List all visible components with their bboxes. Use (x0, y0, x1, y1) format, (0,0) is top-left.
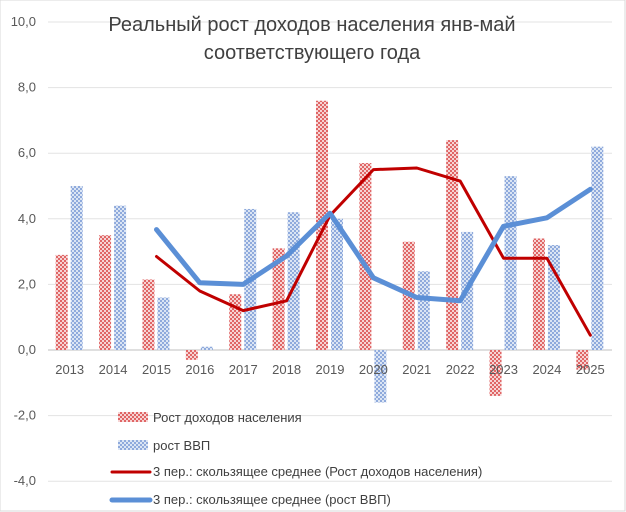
income-growth-bar (359, 163, 372, 350)
income-growth-bar (55, 254, 68, 350)
x-tick-label: 2016 (185, 362, 214, 377)
y-tick-label: 6,0 (18, 145, 36, 160)
gdp-growth-bar (374, 350, 387, 403)
legend-label: 3 пер.: скользящее среднее (Рост доходов… (153, 464, 482, 479)
gdp-growth-bar (70, 186, 83, 350)
gdp-growth-bar (417, 271, 430, 350)
x-tick-label: 2024 (532, 362, 561, 377)
x-tick-label: 2014 (99, 362, 128, 377)
y-tick-label: 8,0 (18, 80, 36, 95)
y-tick-label: 0,0 (18, 342, 36, 357)
gdp-growth-bar (157, 297, 170, 350)
y-tick-label: -4,0 (14, 473, 36, 488)
gdp-growth-bar (200, 346, 213, 350)
x-tick-label: 2020 (359, 362, 388, 377)
legend-swatch (118, 412, 148, 422)
x-tick-label: 2018 (272, 362, 301, 377)
x-tick-label: 2023 (489, 362, 518, 377)
income-growth-bar (532, 238, 545, 350)
gdp-growth-bar (331, 218, 343, 350)
chart-title-line-2: соответствующего года (204, 42, 421, 64)
income-growth-bar (99, 235, 112, 350)
income-growth-bar (142, 279, 155, 350)
moving-average-lines (154, 166, 593, 337)
y-axis-labels: -4,0 -2,0 0,0 2,0 4,0 6,0 8,0 10,0 (11, 14, 36, 488)
income-growth-bar (576, 350, 589, 370)
income-growth-bar (446, 140, 459, 350)
legend-label: 3 пер.: скользящее среднее (рост ВВП) (153, 492, 391, 507)
x-tick-label: 2013 (55, 362, 84, 377)
y-tick-label: -2,0 (14, 408, 36, 423)
x-tick-label: 2019 (316, 362, 345, 377)
legend-label: Рост доходов населения (153, 410, 302, 425)
legend-swatch (118, 440, 148, 450)
bars (55, 100, 604, 403)
y-tick-label: 10,0 (11, 14, 36, 29)
chart-title: Реальный рост доходов населения янв-май … (108, 14, 515, 64)
x-tick-label: 2017 (229, 362, 258, 377)
x-axis-labels: 2013 2014 2015 2016 2017 2018 2019 2020 2021 2022… (55, 362, 605, 377)
x-tick-label: 2025 (576, 362, 605, 377)
x-tick-label: 2015 (142, 362, 171, 377)
gdp-growth-bar (504, 176, 517, 350)
legend: Рост доходов населения рост ВВП 3 пер.: ск… (109, 410, 482, 507)
gdp-growth-bar (547, 245, 560, 350)
y-tick-label: 4,0 (18, 211, 36, 226)
income-growth-bar (229, 294, 242, 350)
income-growth-bar (272, 248, 285, 350)
income-growth-bar (316, 100, 328, 350)
x-tick-label: 2022 (446, 362, 475, 377)
gdp-growth-bar (114, 205, 127, 350)
y-tick-label: 2,0 (18, 276, 36, 291)
income-moving-average-line (155, 166, 592, 337)
income-growth-bar (489, 350, 502, 396)
x-tick-label: 2021 (402, 362, 431, 377)
gdp-growth-bar (591, 146, 604, 350)
chart-title-line-1: Реальный рост доходов населения янв-май (108, 14, 515, 36)
income-growth-bar (185, 350, 198, 360)
legend-label: рост ВВП (153, 438, 210, 453)
gdp-moving-average-line (154, 186, 593, 304)
